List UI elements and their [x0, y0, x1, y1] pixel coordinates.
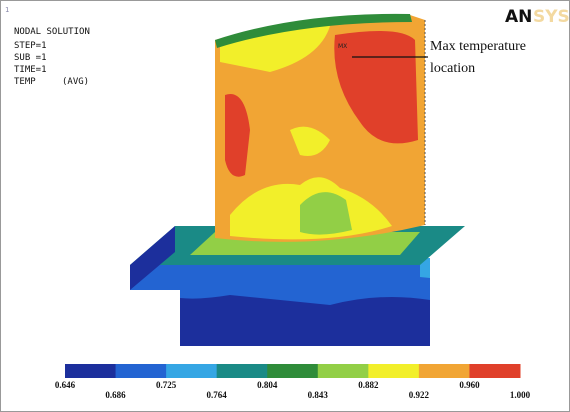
- legend-label: 0.960: [459, 380, 480, 390]
- header-line: NODAL SOLUTION: [14, 27, 90, 37]
- result-name: TEMP: [14, 77, 36, 87]
- header-line: TIME=1: [14, 65, 47, 75]
- legend-label: 0.882: [358, 380, 379, 390]
- legend-label: 1.000: [510, 390, 531, 400]
- legend-label: 0.922: [409, 390, 430, 400]
- airfoil: [215, 14, 425, 242]
- legend-label: 0.843: [308, 390, 329, 400]
- screenshot: 1 NODAL SOLUTION STEP=1 SUB =1 TIME=1 TE…: [0, 0, 570, 412]
- legend-label: 0.646: [55, 380, 76, 390]
- header-line: SUB =1: [14, 53, 47, 63]
- legend-swatch: [368, 364, 419, 378]
- annotation-text: Max temperature: [430, 39, 526, 54]
- platform-face: [130, 265, 420, 290]
- legend-label: 0.686: [105, 390, 126, 400]
- result-option: (AVG): [62, 77, 89, 87]
- legend-swatch: [267, 364, 318, 378]
- annotation-text: location: [430, 61, 475, 76]
- legend-swatch: [65, 364, 116, 378]
- logo-faded: SYS: [533, 7, 570, 27]
- legend-swatch: [166, 364, 217, 378]
- legend-swatch: [469, 364, 520, 378]
- legend-swatch: [419, 364, 470, 378]
- legend-label: 0.804: [257, 380, 278, 390]
- legend-swatch: [217, 364, 268, 378]
- window-index: 1: [5, 6, 9, 14]
- legend-swatch: [116, 364, 167, 378]
- legend-label: 0.725: [156, 380, 177, 390]
- legend-label: 0.764: [207, 390, 228, 400]
- logo-bold: AN: [505, 7, 532, 27]
- max-marker: MX: [338, 43, 347, 50]
- legend-swatch: [318, 364, 369, 378]
- header-line: STEP=1: [14, 41, 47, 51]
